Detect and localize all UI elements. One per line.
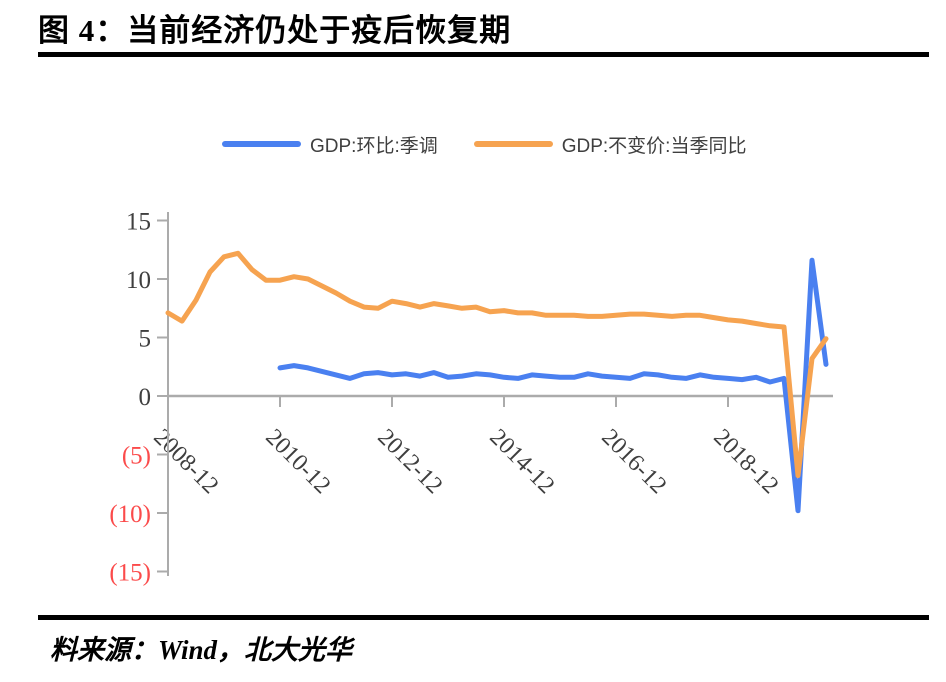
series-line-gdp-yoy bbox=[165, 250, 829, 479]
legend-label-gdp-yoy: GDP:不变价:当季同比 bbox=[561, 135, 747, 157]
y-tick-label: 5 bbox=[139, 326, 152, 353]
x-tick-label: 2018-12 bbox=[708, 424, 783, 499]
legend-swatch-orange-line bbox=[473, 141, 553, 147]
series-line-gdp-qoq bbox=[277, 257, 829, 514]
legend-swatch-blue-line bbox=[222, 141, 301, 147]
x-tick-label: 2010-12 bbox=[260, 424, 335, 499]
y-tick-label: 15 bbox=[126, 209, 151, 236]
chart-legend: GDP:环比:季调 GDP:不变价:当季同比 bbox=[222, 131, 746, 157]
y-tick-label: (15) bbox=[109, 560, 151, 587]
y-tick-label: 0 bbox=[139, 384, 152, 411]
legend-item-gdp-yoy: GDP:不变价:当季同比 bbox=[473, 131, 747, 158]
figure-title: 图 4：当前经济仍处于疫后恢复期 bbox=[38, 13, 512, 48]
source-note: 料来源：Wind，北大光华 bbox=[50, 635, 353, 665]
source-divider-rule bbox=[38, 615, 929, 620]
title-divider-rule bbox=[38, 52, 929, 57]
y-tick-label: (5) bbox=[122, 443, 151, 470]
legend-item-gdp-qoq: GDP:环比:季调 bbox=[222, 131, 438, 158]
x-tick-label: 2016-12 bbox=[596, 424, 671, 499]
x-tick-label: 2012-12 bbox=[372, 424, 447, 499]
y-tick-label: 10 bbox=[126, 267, 151, 294]
legend-label-gdp-qoq: GDP:环比:季调 bbox=[310, 135, 438, 157]
y-tick-label: (10) bbox=[109, 501, 151, 528]
x-tick-label: 2014-12 bbox=[484, 424, 559, 499]
x-tick-label: 2008-12 bbox=[148, 424, 223, 499]
